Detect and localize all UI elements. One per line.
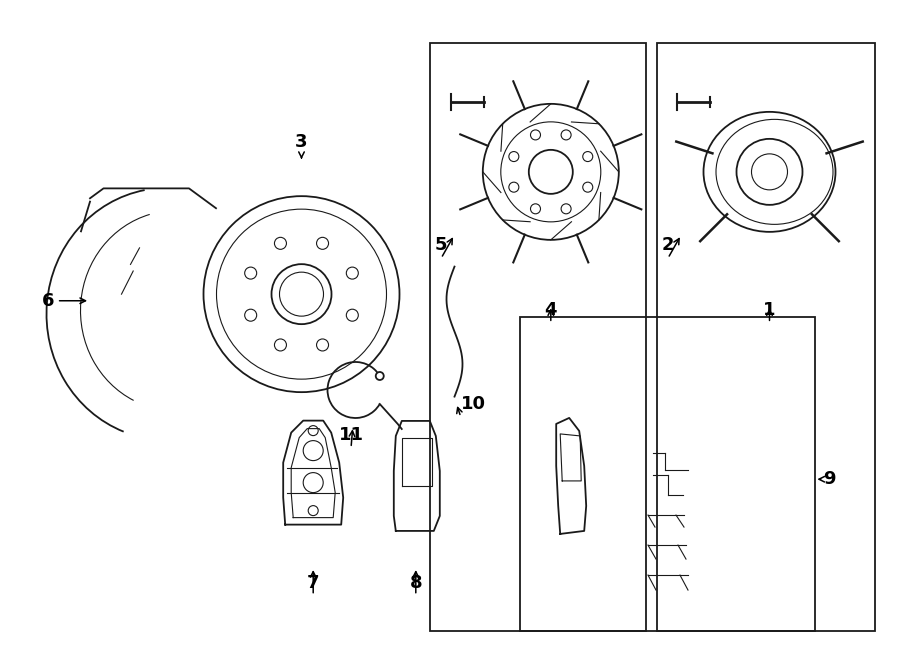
Bar: [657, 43, 875, 631]
Text: 2: 2: [662, 237, 674, 254]
Bar: [430, 43, 646, 631]
Text: 11: 11: [338, 426, 364, 444]
Text: 3: 3: [295, 133, 308, 151]
Circle shape: [375, 372, 383, 380]
Text: 10: 10: [461, 395, 486, 413]
Text: 6: 6: [41, 292, 54, 310]
Bar: [520, 317, 814, 631]
Text: 1: 1: [763, 301, 776, 319]
Text: 4: 4: [544, 301, 557, 319]
Text: 5: 5: [435, 237, 447, 254]
Text: 7: 7: [307, 574, 320, 592]
Text: 8: 8: [410, 574, 422, 592]
Text: 9: 9: [824, 470, 836, 488]
